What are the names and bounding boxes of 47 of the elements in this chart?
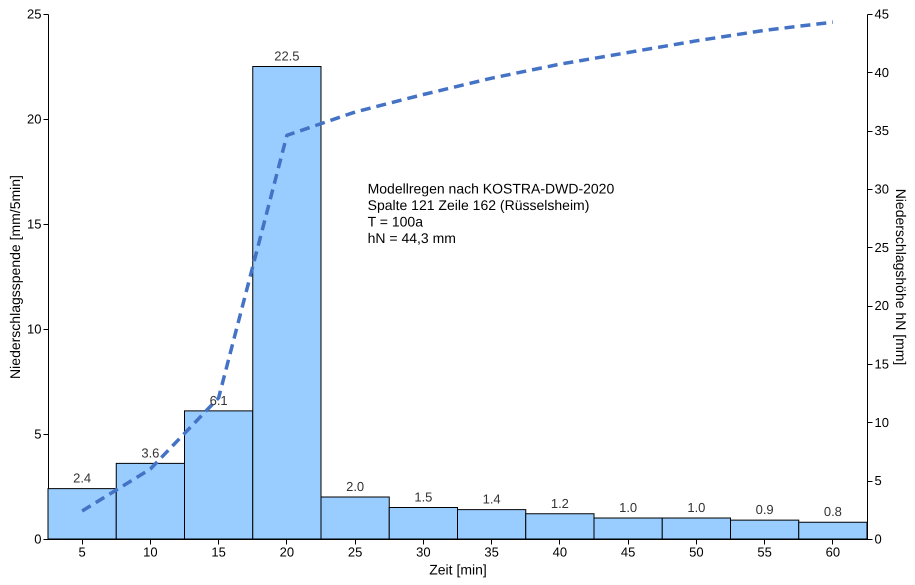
annotation: Spalte 121 Zeile 162 (Rüsselsheim) [368,196,590,213]
data-label: 1.0 [619,500,638,515]
y2-tick-label: 30 [874,182,889,196]
y2-tick-label: 20 [874,298,889,314]
x-tick-label: 5 [78,544,86,560]
y2-tick-label: 5 [874,473,882,488]
y-tick-label: 25 [27,6,42,22]
x-tick-label: 45 [620,544,636,560]
y2-axis-title: Niederschlagshöhe hN [mm] [892,188,909,366]
annotation: T = 100a [368,213,424,230]
x-tick-label: 25 [348,544,362,560]
y2-tick-label: 35 [874,123,889,138]
data-label: 1.0 [687,500,706,515]
data-label: 3.6 [141,445,160,460]
annotation: Modellregen nach KOSTRA-DWD-2020 [368,180,614,196]
y2-tick-label: 40 [874,64,889,80]
x-tick-label: 20 [280,544,294,560]
x-tick-label: 10 [143,544,158,560]
data-label: 22.5 [274,48,300,64]
x-tick-label: 35 [484,544,499,560]
x-tick-label: 60 [826,544,840,560]
y2-tick-label: 0 [874,532,882,546]
y2-tick-label: 45 [874,6,889,22]
annotation: hN = 44,3 mm [368,230,456,246]
y2-tick-label: 15 [874,356,889,372]
y-axis-title: Niederschlagsspende [mm/5min] [7,175,24,379]
x-tick-label: 30 [416,544,431,560]
data-label: 0.9 [756,502,774,518]
y-tick-label: 0 [34,532,42,546]
y-tick-label: 15 [27,216,42,232]
x-tick-label: 55 [757,544,772,560]
x-tick-label: 15 [211,544,226,560]
y2-tick-label: 25 [874,240,889,255]
x-tick-label: 40 [552,544,568,560]
data-label: 2.4 [73,470,92,486]
data-label: 1.5 [414,490,432,504]
y-tick-label: 10 [27,322,42,336]
y2-tick-label: 10 [874,414,889,430]
data-label: 1.2 [550,496,569,511]
data-label: 6.1 [210,392,228,408]
x-tick-label: 50 [689,544,704,560]
x-axis-title: Zeit [min] [429,562,487,578]
y-tick-label: 20 [27,112,42,126]
data-label: 2.0 [346,479,364,494]
y-tick-label: 5 [34,426,42,442]
data-label: 0.8 [824,504,842,520]
data-label: 1.4 [482,492,501,507]
